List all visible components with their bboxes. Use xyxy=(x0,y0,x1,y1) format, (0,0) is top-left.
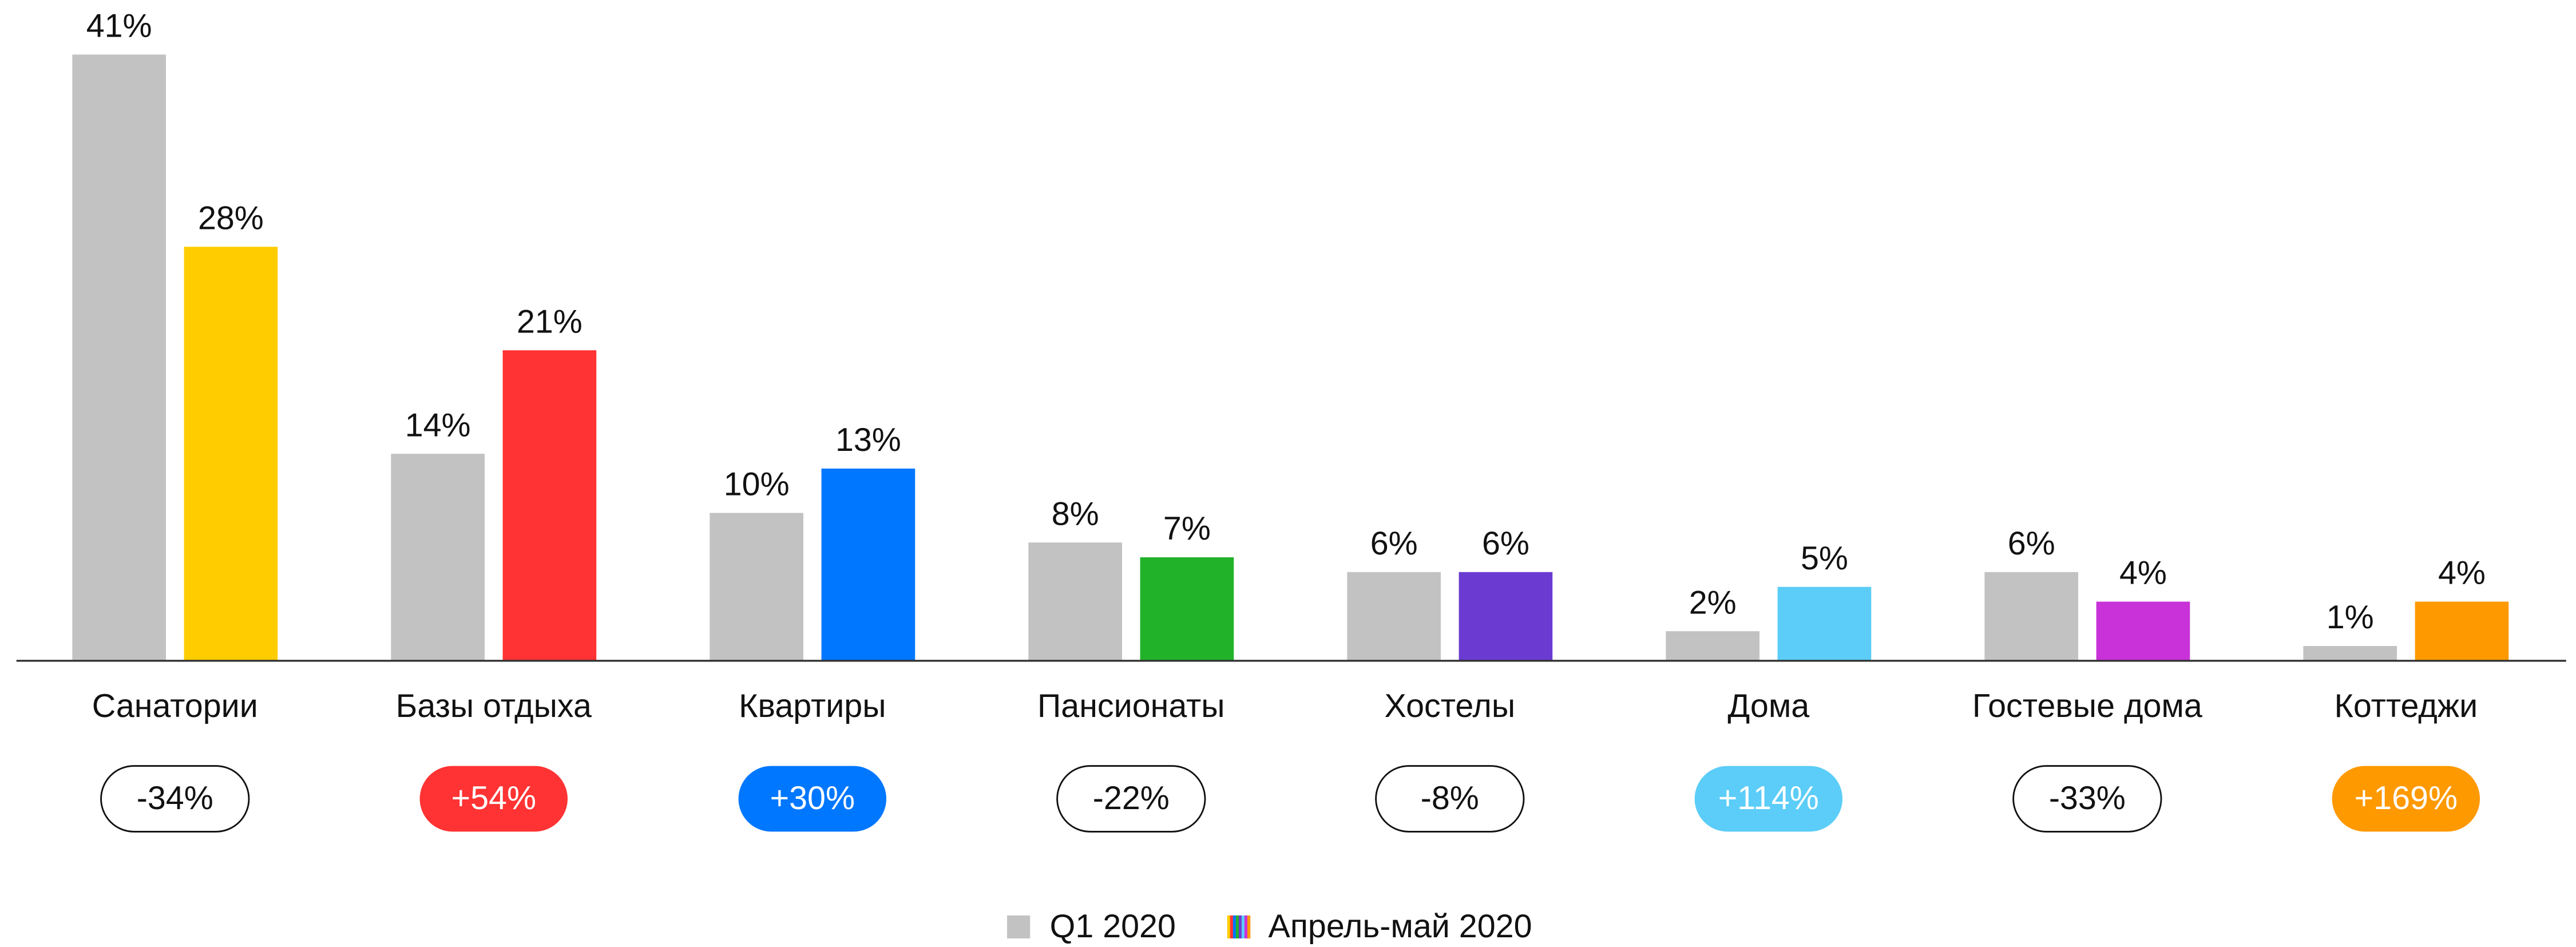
category-label: Дома xyxy=(1727,688,1809,724)
category-label: Пансионаты xyxy=(1037,688,1225,724)
change-pill xyxy=(100,765,250,833)
legend-swatch-stripe xyxy=(1247,915,1251,939)
change-pill xyxy=(738,766,886,832)
change-label: +114% xyxy=(1718,780,1819,817)
bar xyxy=(1347,572,1441,661)
category-label: Санатории xyxy=(92,688,258,724)
value-label: 14% xyxy=(405,407,471,443)
value-label: 7% xyxy=(1163,510,1211,547)
legend-label: Q1 2020 xyxy=(1050,908,1176,945)
value-label: 1% xyxy=(2327,599,2374,636)
value-label: 5% xyxy=(1801,540,1848,577)
change-label: -8% xyxy=(1421,780,1479,817)
bar xyxy=(1459,572,1553,661)
bar xyxy=(502,350,597,661)
value-label: 6% xyxy=(1482,525,1529,562)
change-pill xyxy=(2012,765,2162,833)
category-label: Коттеджи xyxy=(2334,688,2478,724)
legend-swatch-stripe xyxy=(1241,915,1245,939)
bar xyxy=(1666,631,1760,661)
bar xyxy=(1984,572,2079,661)
change-pill xyxy=(419,766,568,832)
bar xyxy=(184,247,278,661)
legend-swatch-stripe xyxy=(1227,915,1231,939)
bar xyxy=(2303,645,2397,661)
bar xyxy=(821,468,916,661)
value-label: 41% xyxy=(86,8,152,45)
category-label: Базы отдыха xyxy=(396,688,592,724)
value-label: 2% xyxy=(1689,584,1737,621)
bar xyxy=(1777,587,1872,661)
change-pill xyxy=(1056,765,1206,833)
bar xyxy=(1140,557,1234,661)
value-label: 13% xyxy=(835,422,901,458)
legend-swatch-stripe xyxy=(1244,915,1248,939)
legend-swatch-stripe xyxy=(1235,915,1239,939)
bar xyxy=(2096,601,2190,661)
legend-label: Апрель-май 2020 xyxy=(1269,908,1532,945)
bar xyxy=(2415,601,2509,661)
change-label: +54% xyxy=(451,780,536,817)
change-label: +169% xyxy=(2355,780,2458,817)
value-label: 21% xyxy=(517,303,582,340)
legend-swatch-stripe xyxy=(1238,915,1242,939)
value-label: 6% xyxy=(2008,525,2055,562)
change-pill xyxy=(2332,766,2480,832)
bar xyxy=(710,513,804,661)
category-label: Квартиры xyxy=(739,688,886,724)
value-label: 8% xyxy=(1052,496,1099,532)
bar xyxy=(391,454,485,661)
change-label: -33% xyxy=(2049,780,2126,817)
legend-swatch xyxy=(1007,915,1031,939)
category-label: Гостевые дома xyxy=(1972,688,2202,724)
value-label: 4% xyxy=(2438,555,2486,592)
legend-swatch-stripe xyxy=(1232,915,1237,939)
change-label: -22% xyxy=(1093,780,1170,817)
value-label: 6% xyxy=(1370,525,1418,562)
legend-swatch-stripe xyxy=(1230,915,1234,939)
change-pill xyxy=(1694,766,1843,832)
value-label: 28% xyxy=(198,200,264,237)
category-label: Хостелы xyxy=(1384,688,1515,724)
change-label: -34% xyxy=(137,780,213,817)
value-label: 10% xyxy=(724,466,790,503)
change-label: +30% xyxy=(770,780,855,817)
bar xyxy=(72,54,166,661)
change-pill xyxy=(1375,765,1525,833)
value-label: 4% xyxy=(2119,555,2167,592)
bar xyxy=(1028,542,1123,661)
